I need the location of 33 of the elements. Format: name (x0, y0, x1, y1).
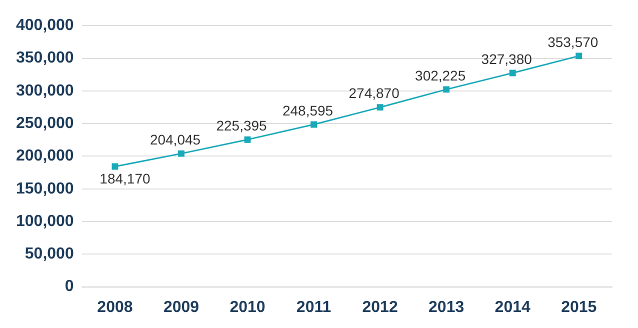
point (244, 136, 251, 143)
point (443, 86, 450, 93)
data-label: 327,380 (481, 50, 532, 67)
y-tick-label: 100,000 (16, 212, 74, 230)
data-label: 248,595 (282, 102, 334, 118)
x-tick-label: 2015 (561, 298, 597, 316)
x-tick-label: 2010 (230, 298, 266, 316)
data-label: 274,870 (348, 85, 400, 102)
y-tick-label: 250,000 (16, 114, 74, 132)
data-label: 204,045 (150, 131, 201, 148)
x-tick-label: 2013 (428, 298, 464, 316)
x-tick-label: 2008 (97, 298, 133, 316)
data-label: 184,170 (100, 170, 150, 186)
x-tick-label: 2011 (296, 298, 332, 316)
y-tick-label: 50,000 (24, 246, 74, 263)
y-tick-label: 0 (64, 278, 74, 296)
point (112, 163, 118, 170)
data-label: 353,570 (548, 34, 598, 50)
y-tick-label: 200,000 (16, 148, 74, 165)
y-tick-label: 350,000 (16, 50, 74, 67)
point (576, 52, 582, 60)
data-label: 225,395 (216, 117, 268, 134)
y-tick-label: 300,000 (16, 82, 74, 100)
point (509, 70, 516, 76)
data-label: 302,225 (415, 67, 466, 84)
point (376, 104, 384, 111)
point (178, 150, 184, 157)
y-tick-label: 150,000 (16, 180, 74, 198)
x-tick-label: 2012 (362, 298, 398, 316)
x-tick-label: 2009 (163, 298, 200, 316)
x-tick-label: 2014 (494, 298, 530, 316)
y-tick-label: 400,000 (16, 17, 74, 34)
point (310, 121, 318, 128)
